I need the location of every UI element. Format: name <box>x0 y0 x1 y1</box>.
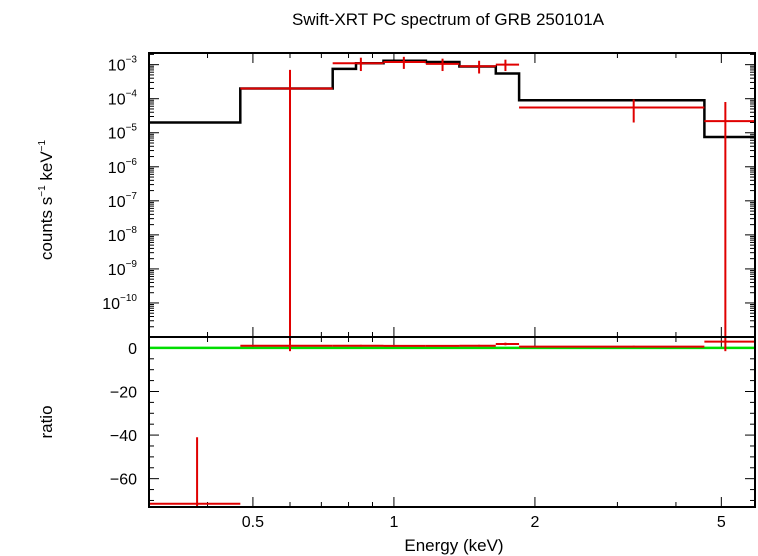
y-tick-label: 10−7 <box>108 191 138 211</box>
ratio-point <box>240 340 333 352</box>
y-tick-label: 10−5 <box>108 123 138 143</box>
y-tick-label: 10−9 <box>108 259 138 279</box>
data-point <box>425 58 460 72</box>
y-tick-label: 10−3 <box>108 55 138 75</box>
y-tick-label: 10−8 <box>108 225 138 245</box>
data-point <box>240 69 333 337</box>
ratio-point <box>495 342 520 346</box>
data-point <box>519 99 705 123</box>
x-tick-label: 2 <box>530 514 539 531</box>
y-tick-label: 10−4 <box>108 89 138 109</box>
x-tick-labels: 0.5 1 2 5 <box>242 514 726 531</box>
ratio-point <box>519 345 705 348</box>
x-axis-label: Energy (keV) <box>404 536 503 555</box>
ratio-panel: 0 −20 −40 −60 0.5 1 2 5 <box>110 336 756 531</box>
ratio-y-axis-label: ratio <box>37 405 56 438</box>
x-tick-label: 1 <box>389 514 398 531</box>
ratio-point <box>149 437 241 507</box>
ratio-point <box>425 344 460 347</box>
chart-title: Swift-XRT PC spectrum of GRB 250101A <box>292 10 605 29</box>
data-point <box>495 59 520 72</box>
x-tick-label: 0.5 <box>242 514 264 531</box>
ratio-point <box>459 344 496 347</box>
ratio-y-tick-label: 0 <box>128 341 137 358</box>
data-point <box>383 56 426 69</box>
data-point <box>704 101 755 337</box>
ratio-frame <box>148 336 756 508</box>
ratio-y-tick-label: −40 <box>110 428 137 445</box>
ratio-point <box>383 344 426 347</box>
ratio-point <box>704 337 755 352</box>
model-step-line <box>149 59 755 139</box>
data-point <box>332 57 384 72</box>
y-tick-label: 10−10 <box>102 293 137 313</box>
ratio-y-tick-label: −20 <box>110 384 137 401</box>
ratio-y-tick-label: −60 <box>110 472 137 489</box>
ratio-point <box>332 344 384 347</box>
x-tick-label: 5 <box>717 514 726 531</box>
spectrum-panel: 10−3 10−4 10−5 10−6 10−7 10−8 10−9 10−10 <box>102 52 756 350</box>
data-point <box>459 60 496 74</box>
y-tick-label: 10−6 <box>108 157 138 177</box>
spectrum-y-axis-label: counts s−1 keV−1 <box>37 139 56 260</box>
